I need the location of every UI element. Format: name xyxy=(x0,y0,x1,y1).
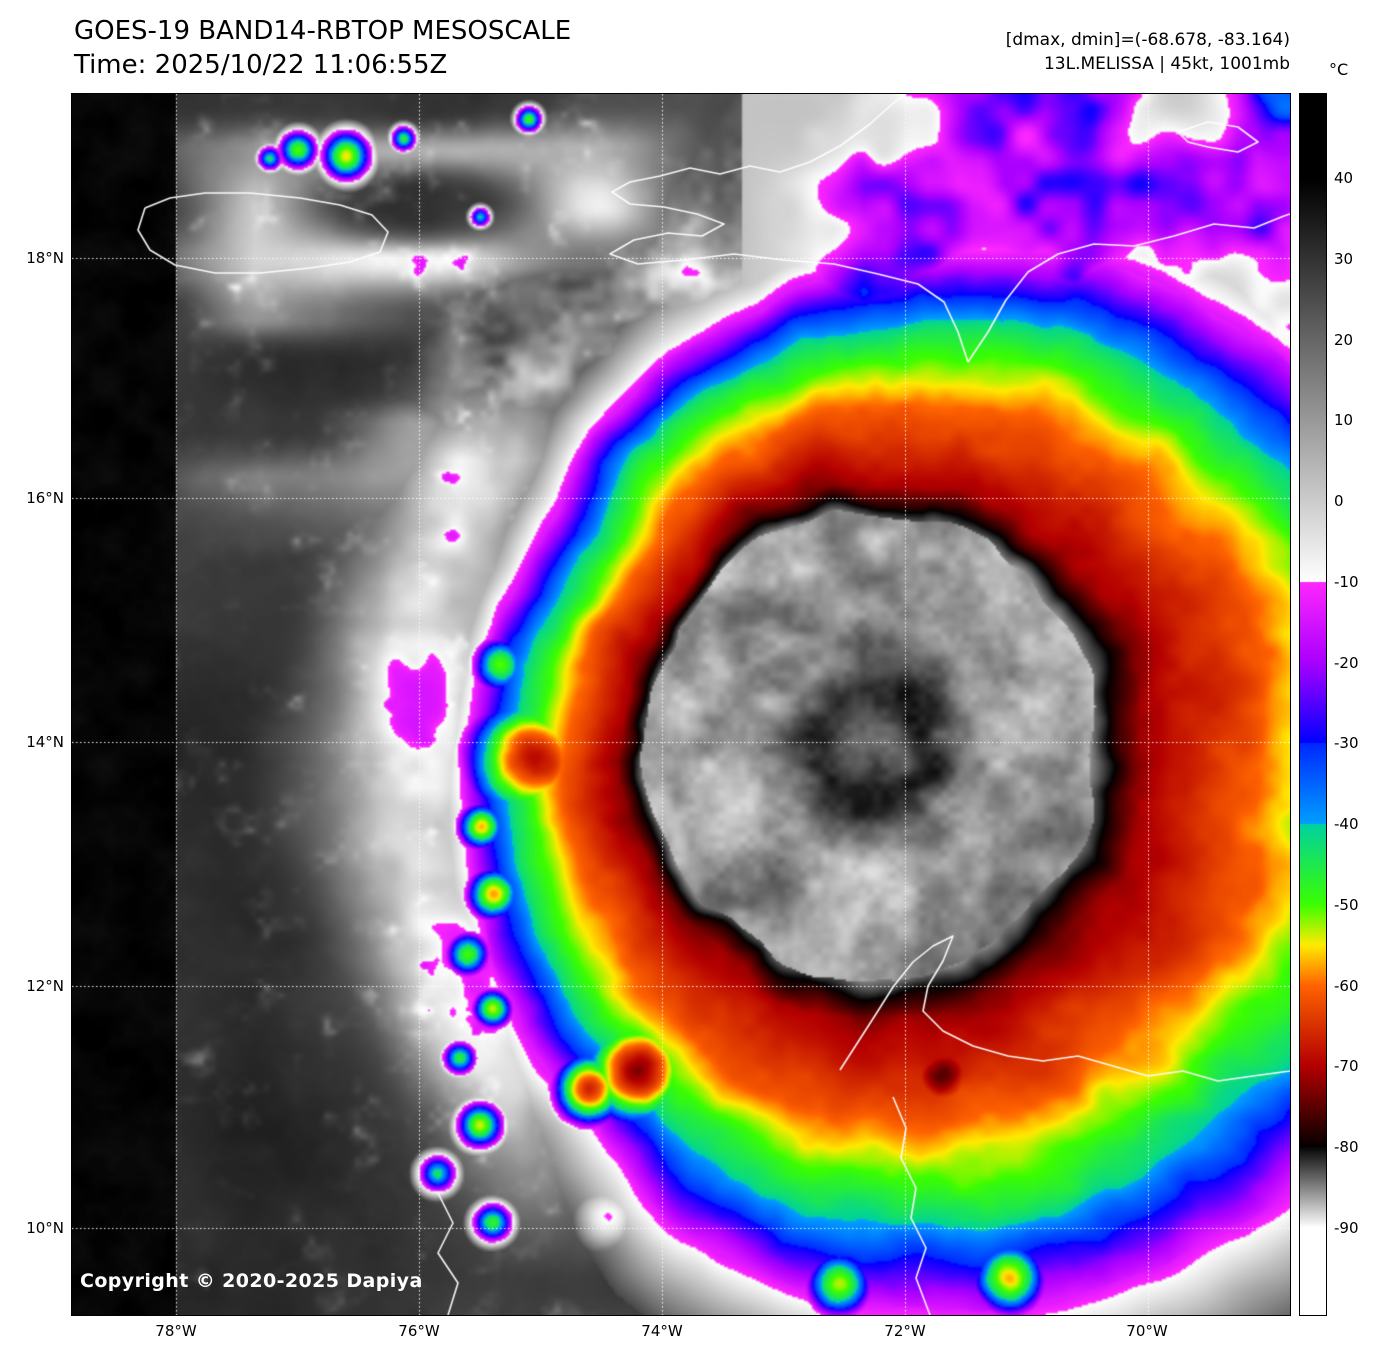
colorbar-canvas xyxy=(1300,94,1326,1315)
header-right: [dmax, dmin]=(-68.678, -83.164) 13L.MELI… xyxy=(1006,28,1290,76)
colorbar-unit: °C xyxy=(1329,60,1349,79)
lon-label-76w: 76°W xyxy=(398,1322,440,1340)
dmax-dmin-readout: [dmax, dmin]=(-68.678, -83.164) xyxy=(1005,30,1290,50)
storm-info: 13L.MELISSA | 45kt, 1001mb xyxy=(1043,54,1290,74)
lon-label-78w: 78°W xyxy=(155,1322,197,1340)
lat-label-12n: 12°N xyxy=(26,977,64,995)
colorbar-tick-40: 40 xyxy=(1334,169,1354,187)
satellite-map: Copyright © 2020-2025 Dapiya xyxy=(71,93,1291,1316)
colorbar-tick-30: 30 xyxy=(1334,250,1354,268)
colorbar-tick-m90: -90 xyxy=(1334,1219,1359,1237)
lat-label-18n: 18°N xyxy=(26,249,64,267)
colorbar xyxy=(1299,93,1327,1316)
colorbar-tick-m40: -40 xyxy=(1334,815,1359,833)
timestamp: Time: 2025/10/22 11:06:55Z xyxy=(74,50,448,80)
satellite-imagery-canvas xyxy=(72,94,1290,1315)
colorbar-tick-m60: -60 xyxy=(1334,977,1359,995)
colorbar-tick-m20: -20 xyxy=(1334,654,1359,672)
lon-label-74w: 74°W xyxy=(641,1322,683,1340)
colorbar-tick-m10: -10 xyxy=(1334,573,1359,591)
colorbar-tick-20: 20 xyxy=(1334,331,1354,349)
lat-label-14n: 14°N xyxy=(26,733,64,751)
lon-label-72w: 72°W xyxy=(884,1322,926,1340)
copyright: Copyright © 2020-2025 Dapiya xyxy=(80,1270,423,1292)
colorbar-tick-m50: -50 xyxy=(1334,896,1359,914)
product-title: GOES-19 BAND14-RBTOP MESOSCALE xyxy=(74,16,572,46)
colorbar-tick-0: 0 xyxy=(1334,492,1344,510)
colorbar-tick-m70: -70 xyxy=(1334,1057,1359,1075)
lon-label-70w: 70°W xyxy=(1126,1322,1168,1340)
colorbar-tick-m30: -30 xyxy=(1334,734,1359,752)
colorbar-tick-m80: -80 xyxy=(1334,1138,1359,1156)
lat-label-10n: 10°N xyxy=(26,1219,64,1237)
colorbar-tick-10: 10 xyxy=(1334,411,1354,429)
lat-label-16n: 16°N xyxy=(26,489,64,507)
